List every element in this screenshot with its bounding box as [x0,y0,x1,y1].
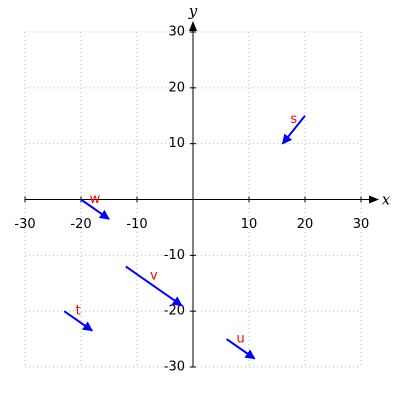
vectors: s t u v w [63,112,306,360]
vector-label: u [236,331,244,346]
y-tick-label: -10 [164,248,185,263]
vector-label: w [90,192,101,207]
vector-arrow [63,310,94,332]
x-tick-label: -30 [14,217,35,232]
vector-label: s [290,112,297,127]
y-tick-label: -30 [164,360,185,375]
y-tick-label: -20 [164,304,185,319]
x-tick-label: 20 [297,217,314,232]
y-tick-label: 30 [168,25,185,40]
x-tick-label: -10 [126,217,147,232]
vector-arrow [80,198,110,220]
vector-label: t [76,303,81,318]
y-tick-label: 20 [168,80,185,95]
x-tick-label: 10 [241,217,258,232]
y-tick-label: 10 [168,136,185,151]
vector-arrow [125,265,183,307]
y-axis-title: y [188,2,198,20]
x-tick-label: 30 [353,217,370,232]
x-axis-title: x [382,191,391,209]
vector-arrow [281,115,306,145]
axes: -30 -20 -10 10 20 30 -30 -20 -10 10 20 30 x y [14,2,390,375]
vector-arrow [226,338,256,360]
x-tick-label: -20 [70,217,91,232]
vector-label: v [150,269,158,284]
